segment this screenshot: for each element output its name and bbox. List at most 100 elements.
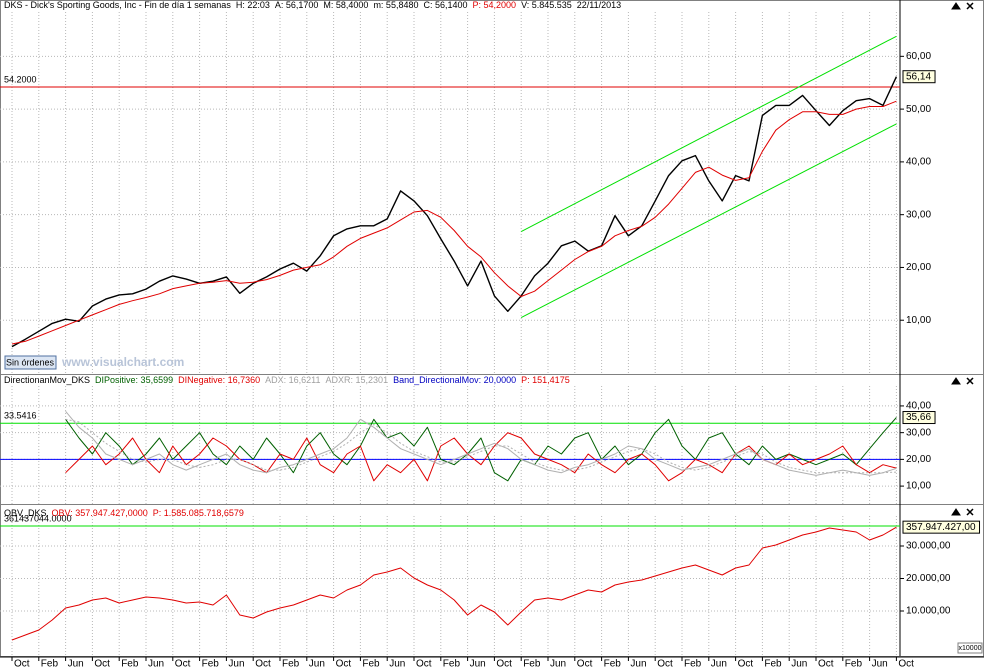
x-tick-label: Oct — [175, 659, 191, 670]
y-tick-label: 50,00 — [906, 104, 931, 115]
header-part: OBV_DKS — [4, 508, 47, 518]
x-tick-label: Jun — [711, 659, 727, 670]
unit-box — [957, 642, 983, 654]
orders-button[interactable]: Sin órdenes — [4, 355, 57, 370]
x-tick-label: Oct — [577, 659, 593, 670]
trend-line — [520, 123, 897, 319]
header-part: DINegative: 16,7360 — [178, 375, 260, 385]
x-tick-label: Oct — [416, 659, 432, 670]
header-part: P: 1.585.085.718,6579 — [153, 508, 244, 518]
y-tick-label: 20,00 — [906, 262, 931, 273]
header-part: m: 55,8480 — [373, 0, 418, 10]
y-tick-label: 40,00 — [906, 401, 931, 412]
axis-unit: x10000 — [959, 645, 982, 652]
x-tick-label: Jun — [791, 659, 807, 670]
panel-header: DirectionanMov_DKS DIPositive: 35,6599 DIN… — [4, 375, 570, 385]
close-button[interactable] — [966, 377, 974, 385]
y-tick-label: 30,00 — [906, 209, 931, 220]
x-tick-label: Jun — [228, 659, 244, 670]
x-tick-label: Feb — [604, 659, 622, 670]
x-tick-label: Feb — [443, 659, 461, 670]
last-value-box — [902, 70, 936, 84]
y-tick-label: 30,00 — [906, 427, 931, 438]
y-tick-label: 60,00 — [906, 51, 931, 62]
maximize-button[interactable] — [951, 508, 961, 516]
x-tick-label: Feb — [362, 659, 380, 670]
header-part: P: 54,2000 — [473, 0, 517, 10]
line-series — [65, 432, 897, 482]
level-label: 33.5416 — [4, 411, 37, 421]
panel-header: DKS - Dick's Sporting Goods, Inc - Fin d… — [4, 0, 621, 10]
x-tick-label: Feb — [764, 659, 782, 670]
level-label: 54.2000 — [4, 74, 37, 84]
x-tick-label: Feb — [41, 659, 59, 670]
header-part: C: 56,1400 — [423, 0, 467, 10]
header-part: DIPositive: 35,6599 — [95, 375, 173, 385]
panel-header: OBV_DKS OBV: 357.947.427,0000 P: 1.585.085… — [4, 508, 244, 518]
x-tick-label: Oct — [14, 659, 30, 670]
button-frame[interactable] — [4, 355, 57, 370]
last-value-tag: 56,14 — [902, 70, 936, 84]
line-series — [65, 418, 897, 474]
last-value-box — [902, 411, 936, 425]
x-tick-label: Feb — [202, 659, 220, 670]
y-tick-label: 20,00 — [906, 454, 931, 465]
x-tick-label: Jun — [389, 659, 405, 670]
button-label[interactable]: Sin órdenes — [6, 357, 55, 367]
header-part: Band_DirectionalMov: 20,0000 — [393, 375, 516, 385]
x-tick-label: Feb — [845, 659, 863, 670]
x-tick-label: Jun — [309, 659, 325, 670]
header-part: V: 5.845.535 — [521, 0, 572, 10]
last-value-label: 357.947.427,00 — [906, 522, 976, 533]
x-tick-label: Jun — [148, 659, 164, 670]
header-part: 22/11/2013 — [577, 0, 621, 10]
line-series — [11, 100, 897, 345]
level-label: 361437044.0000 — [4, 513, 72, 523]
line-series — [11, 526, 897, 641]
x-tick-label: Jun — [872, 659, 888, 670]
header-part: H: 22:03 — [236, 0, 270, 10]
x-tick-label: Jun — [68, 659, 84, 670]
y-tick-label: 20.000,00 — [906, 573, 951, 584]
x-tick-label: Feb — [121, 659, 139, 670]
x-tick-label: Feb — [282, 659, 300, 670]
trend-line — [520, 35, 897, 232]
x-tick-label: Feb — [523, 659, 541, 670]
window-buttons[interactable] — [951, 2, 974, 516]
header-part: A: 56,1700 — [275, 0, 319, 10]
x-tick-label: Jun — [630, 659, 646, 670]
close-button[interactable] — [966, 2, 974, 10]
y-tick-label: 10.000,00 — [906, 606, 951, 617]
x-tick-label: Oct — [496, 659, 512, 670]
last-value-tag: 35,66 — [902, 411, 936, 425]
last-value-box — [902, 520, 981, 534]
x-tick-label: Oct — [336, 659, 352, 670]
x-tick-label: Oct — [818, 659, 834, 670]
header-part: DKS - Dick's Sporting Goods, Inc - Fin d… — [4, 0, 231, 10]
x-tick-label: Oct — [657, 659, 673, 670]
line-series — [11, 76, 898, 348]
x-tick-label: Feb — [684, 659, 702, 670]
x-tick-label: Oct — [94, 659, 110, 670]
header-part: P: 151,4175 — [521, 375, 570, 385]
x-tick-label: Oct — [898, 659, 914, 670]
line-series — [65, 410, 897, 476]
header-part: OBV: 357.947.427,0000 — [52, 508, 148, 518]
header-part: M: 58,4000 — [323, 0, 368, 10]
watermark: www.visualchart.com — [61, 355, 184, 369]
y-tick-label: 30.000,00 — [906, 541, 951, 552]
y-tick-label: 40,00 — [906, 157, 931, 168]
x-tick-label: Jun — [470, 659, 486, 670]
maximize-button[interactable] — [951, 2, 961, 10]
maximize-button[interactable] — [951, 377, 961, 385]
header-part: ADXR: 15,2301 — [326, 375, 389, 385]
x-tick-label: Oct — [255, 659, 271, 670]
header-part: ADX: 16,6211 — [265, 375, 320, 385]
header-part: DirectionanMov_DKS — [4, 375, 90, 385]
x-tick-label: Jun — [550, 659, 566, 670]
line-series — [65, 417, 897, 482]
close-button[interactable] — [966, 508, 974, 516]
